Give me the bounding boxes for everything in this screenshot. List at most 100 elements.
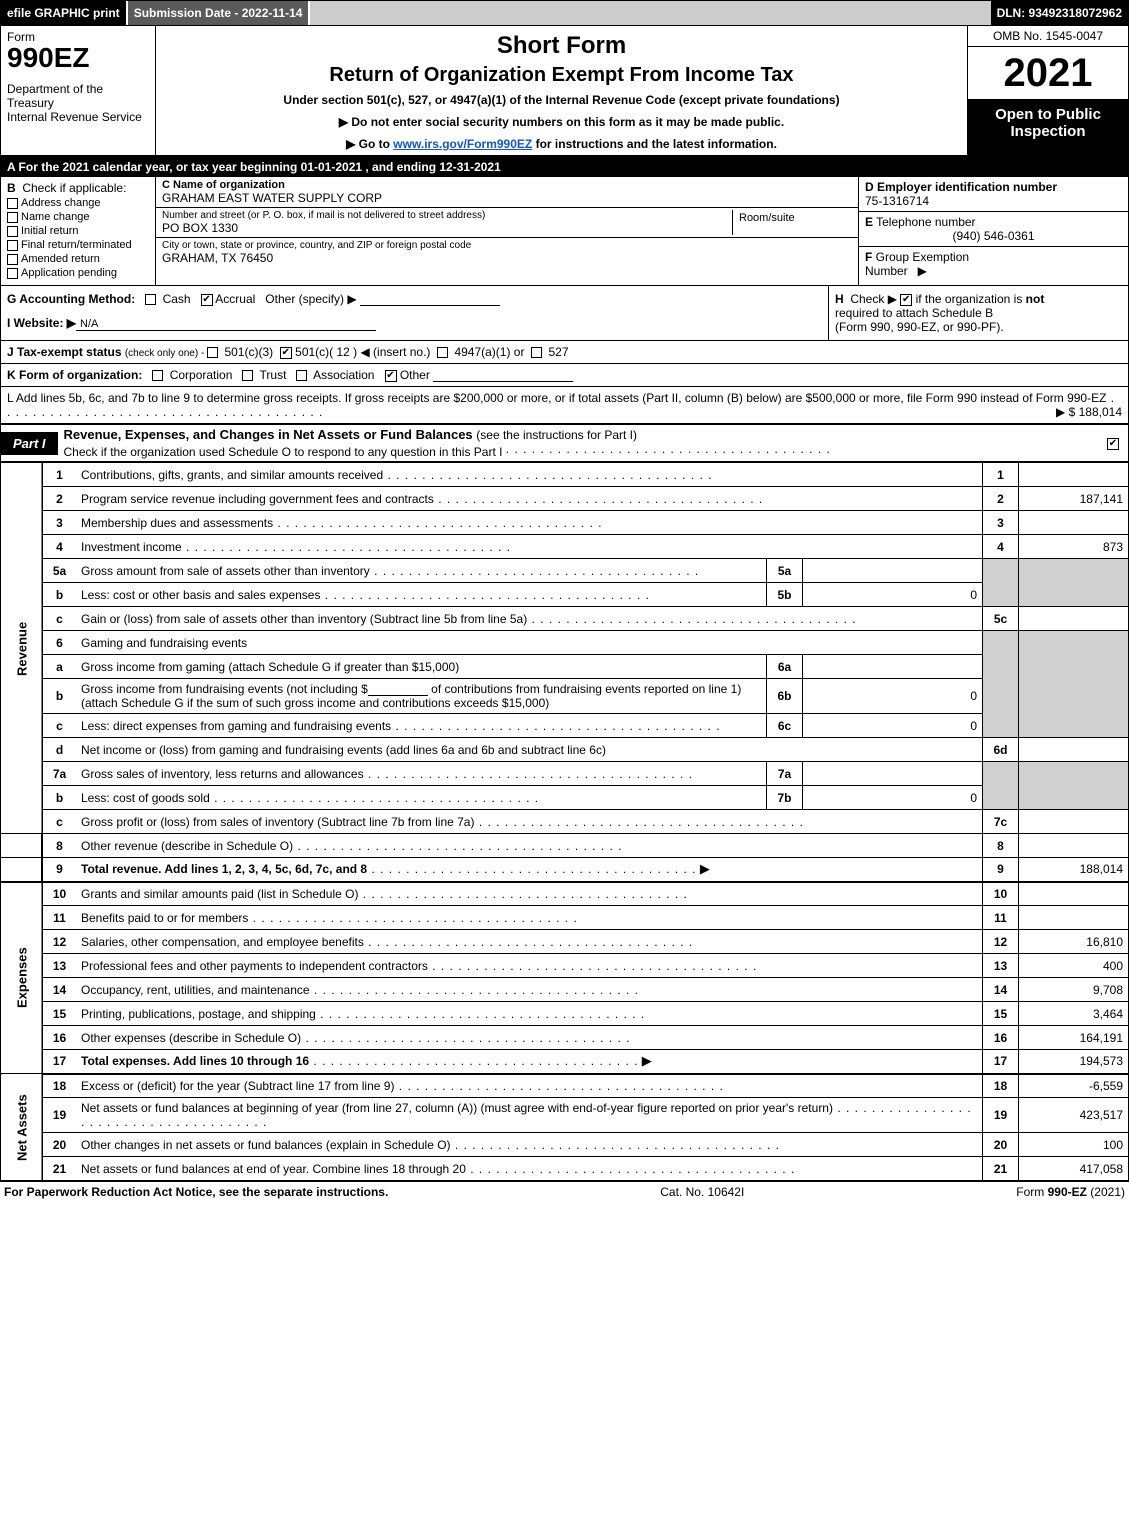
line-2-num: 2 bbox=[42, 487, 76, 511]
line-6a-subval bbox=[803, 655, 983, 679]
line-7c-desc: Gross profit or (loss) from sales of inv… bbox=[81, 815, 804, 829]
k-trust-checkbox[interactable] bbox=[242, 370, 253, 381]
line-3-box: 3 bbox=[983, 511, 1019, 535]
line-17-val: 194,573 bbox=[1019, 1050, 1129, 1074]
j-501c3-checkbox[interactable] bbox=[207, 347, 218, 358]
line-15-desc: Printing, publications, postage, and shi… bbox=[81, 1007, 645, 1021]
goto-pre: ▶ Go to bbox=[346, 137, 393, 151]
line-6b-desc: Gross income from fundraising events (no… bbox=[76, 679, 767, 714]
line-6d-box: 6d bbox=[983, 738, 1019, 762]
line-8-desc: Other revenue (describe in Schedule O) bbox=[81, 839, 623, 853]
line-16-num: 16 bbox=[42, 1026, 76, 1050]
section-g: G Accounting Method: Cash ✔ Accrual Othe… bbox=[1, 286, 828, 340]
line-19-num: 19 bbox=[42, 1098, 76, 1133]
h-line2: required to attach Schedule B bbox=[835, 306, 993, 320]
k-other-checkbox[interactable]: ✔ bbox=[385, 370, 397, 382]
line-6d-desc: Net income or (loss) from gaming and fun… bbox=[76, 738, 983, 762]
line-13-num: 13 bbox=[42, 954, 76, 978]
check-initial-return[interactable]: Initial return bbox=[7, 225, 149, 237]
line-7a-sublab: 7a bbox=[767, 762, 803, 786]
k-other-field[interactable] bbox=[433, 368, 573, 382]
form-title-block: Short Form Return of Organization Exempt… bbox=[156, 26, 968, 155]
g-accrual-checkbox[interactable]: ✔ bbox=[201, 294, 213, 306]
j-4947-checkbox[interactable] bbox=[437, 347, 448, 358]
line-6d-num: d bbox=[42, 738, 76, 762]
row-a-calendar-year: A For the 2021 calendar year, or tax yea… bbox=[0, 157, 1129, 177]
h-line3: (Form 990, 990-EZ, or 990-PF). bbox=[835, 320, 1004, 334]
line-5c-val bbox=[1019, 607, 1129, 631]
line-13-val: 400 bbox=[1019, 954, 1129, 978]
f-group-exemption: F Group ExemptionNumber ▶ bbox=[859, 247, 1128, 281]
line-7c-val bbox=[1019, 810, 1129, 834]
line-7b-num: b bbox=[42, 786, 76, 810]
street-address: PO BOX 1330 bbox=[162, 221, 732, 235]
j-501c-checkbox[interactable]: ✔ bbox=[280, 347, 292, 359]
h-not: not bbox=[1026, 292, 1045, 306]
section-h: H Check ▶ ✔ if the organization is not r… bbox=[828, 286, 1128, 340]
check-amended-return[interactable]: Amended return bbox=[7, 253, 149, 265]
lines-table: Revenue 1 Contributions, gifts, grants, … bbox=[0, 462, 1129, 1181]
line-7b-sublab: 7b bbox=[767, 786, 803, 810]
submission-date: Submission Date - 2022-11-14 bbox=[126, 1, 311, 25]
line-15-box: 15 bbox=[983, 1002, 1019, 1026]
line-5-shade bbox=[983, 559, 1019, 607]
check-final-return[interactable]: Final return/terminated bbox=[7, 239, 149, 251]
j-sub: (check only one) - bbox=[125, 348, 207, 359]
line-7a-num: 7a bbox=[42, 762, 76, 786]
g-accrual-label: Accrual bbox=[215, 292, 255, 306]
line-6d-val bbox=[1019, 738, 1129, 762]
line-5c-desc: Gain or (loss) from sale of assets other… bbox=[81, 612, 857, 626]
footer-cat-no: Cat. No. 10642I bbox=[660, 1185, 744, 1199]
c-city-label: City or town, state or province, country… bbox=[162, 240, 852, 251]
line-5a-sublab: 5a bbox=[767, 559, 803, 583]
under-section-text: Under section 501(c), 527, or 4947(a)(1)… bbox=[162, 93, 961, 107]
line-17-box: 17 bbox=[983, 1050, 1019, 1074]
irs-link[interactable]: www.irs.gov/Form990EZ bbox=[393, 137, 532, 151]
line-21-desc: Net assets or fund balances at end of ye… bbox=[81, 1162, 795, 1176]
line-19-desc: Net assets or fund balances at beginning… bbox=[81, 1101, 972, 1129]
section-c: C Name of organization GRAHAM EAST WATER… bbox=[156, 177, 858, 285]
line-10-desc: Grants and similar amounts paid (list in… bbox=[81, 887, 688, 901]
line-2-desc: Program service revenue including govern… bbox=[81, 492, 763, 506]
c-name-label: C Name of organization bbox=[162, 179, 852, 191]
page-footer: For Paperwork Reduction Act Notice, see … bbox=[0, 1181, 1129, 1202]
j-label: J Tax-exempt status bbox=[7, 345, 125, 359]
website-value: N/A bbox=[76, 318, 376, 331]
line-5b-subval: 0 bbox=[803, 583, 983, 607]
line-7b-desc: Less: cost of goods sold bbox=[81, 791, 539, 805]
g-cash-checkbox[interactable] bbox=[145, 294, 156, 305]
line-6b-sublab: 6b bbox=[767, 679, 803, 714]
goto-instructions: ▶ Go to www.irs.gov/Form990EZ for instru… bbox=[162, 137, 961, 151]
line-21-box: 21 bbox=[983, 1157, 1019, 1181]
line-3-num: 3 bbox=[42, 511, 76, 535]
row-l: L Add lines 5b, 6c, and 7b to line 9 to … bbox=[0, 387, 1129, 424]
d-ein-label: D Employer identification number bbox=[865, 180, 1122, 194]
i-website-label: I Website: ▶ bbox=[7, 316, 76, 330]
line-6a-num: a bbox=[42, 655, 76, 679]
part-1-schedule-o-checkbox[interactable]: ✔ bbox=[1107, 438, 1119, 450]
line-12-box: 12 bbox=[983, 930, 1019, 954]
revenue-side-label: Revenue bbox=[1, 463, 43, 834]
check-address-change[interactable]: Address change bbox=[7, 197, 149, 209]
k-corp-checkbox[interactable] bbox=[152, 370, 163, 381]
line-1-val bbox=[1019, 463, 1129, 487]
line-18-box: 18 bbox=[983, 1074, 1019, 1098]
h-checkbox[interactable]: ✔ bbox=[900, 294, 912, 306]
form-meta-block: OMB No. 1545-0047 2021 Open to Public In… bbox=[968, 26, 1128, 155]
check-application-pending[interactable]: Application pending bbox=[7, 267, 149, 279]
open-to-public: Open to Public Inspection bbox=[968, 100, 1128, 155]
line-7-shade-val bbox=[1019, 762, 1129, 810]
check-name-change[interactable]: Name change bbox=[7, 211, 149, 223]
line-7b-subval: 0 bbox=[803, 786, 983, 810]
line-18-desc: Excess or (deficit) for the year (Subtra… bbox=[81, 1079, 724, 1093]
line-3-val bbox=[1019, 511, 1129, 535]
k-assoc-checkbox[interactable] bbox=[296, 370, 307, 381]
line-15-num: 15 bbox=[42, 1002, 76, 1026]
line-9-desc: Total revenue. Add lines 1, 2, 3, 4, 5c,… bbox=[81, 862, 367, 876]
j-527-checkbox[interactable] bbox=[531, 347, 542, 358]
line-20-box: 20 bbox=[983, 1133, 1019, 1157]
line-4-val: 873 bbox=[1019, 535, 1129, 559]
efile-print-label[interactable]: efile GRAPHIC print bbox=[1, 1, 126, 25]
line-15-val: 3,464 bbox=[1019, 1002, 1129, 1026]
g-other-field[interactable] bbox=[360, 292, 500, 306]
